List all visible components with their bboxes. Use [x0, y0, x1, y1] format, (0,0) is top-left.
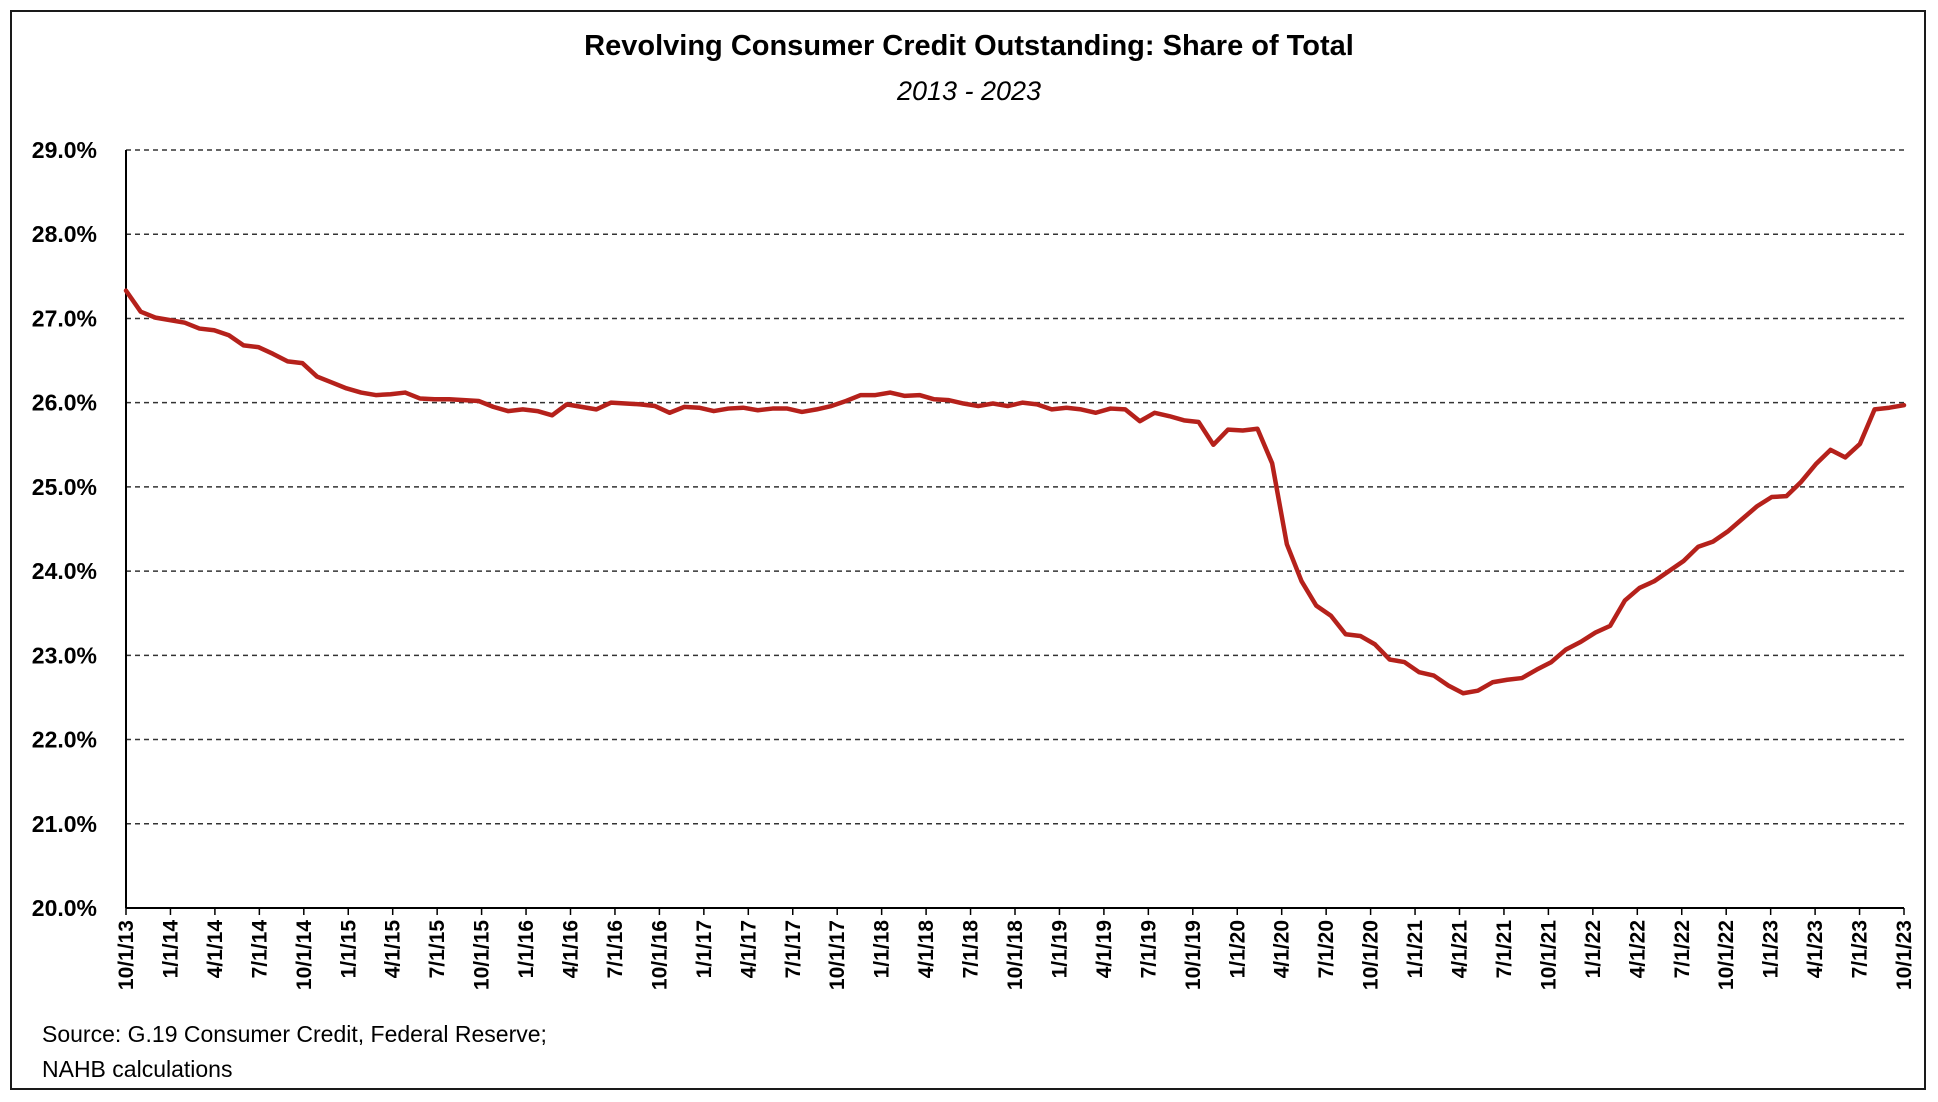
gridlines [126, 149, 1904, 825]
chart-frame [10, 10, 1926, 1090]
x-tick-label: 4/1/17 [737, 920, 760, 978]
x-tick-label: 7/1/17 [782, 920, 805, 978]
x-tick-label: 1/1/16 [515, 920, 538, 978]
x-tick-label: 1/1/15 [337, 920, 360, 979]
y-tick-label: 25.0% [32, 474, 97, 500]
x-axis-tick-labels: 10/1/13 1/1/14 4/1/14 7/1/14 10/1/14 1/1/15 4/… [115, 908, 1916, 990]
x-tick-label: 7/1/22 [1671, 920, 1694, 978]
y-tick-label: 29.0% [32, 137, 97, 163]
x-tick-label: 10/1/14 [293, 920, 316, 990]
x-tick-label: 1/1/19 [1048, 920, 1071, 978]
x-tick-label: 4/1/15 [382, 920, 405, 979]
x-tick-label: 7/1/20 [1315, 920, 1338, 978]
x-tick-label: 1/1/18 [871, 920, 894, 979]
chart-subtitle: 2013 - 2023 [896, 76, 1042, 106]
x-tick-label: 4/1/20 [1271, 920, 1294, 978]
axes [125, 150, 1904, 909]
x-tick-label: 10/1/21 [1537, 920, 1560, 990]
y-tick-label: 20.0% [32, 895, 97, 921]
x-tick-label: 4/1/21 [1449, 920, 1472, 979]
x-tick-label: 10/1/17 [826, 920, 849, 990]
y-tick-label: 26.0% [32, 390, 97, 416]
x-tick-label: 10/1/16 [648, 920, 671, 990]
y-tick-label: 22.0% [32, 727, 97, 753]
x-tick-label: 10/1/20 [1360, 920, 1383, 990]
x-tick-label: 10/1/19 [1182, 920, 1205, 990]
x-tick-label: 4/1/16 [560, 920, 583, 978]
x-tick-label: 1/1/23 [1760, 920, 1783, 978]
x-tick-label: 4/1/14 [204, 920, 227, 979]
source-note: Source: G.19 Consumer Credit, Federal Re… [42, 1017, 547, 1087]
x-tick-label: 10/1/15 [471, 920, 494, 990]
x-tick-label: 10/1/18 [1004, 920, 1027, 990]
x-tick-label: 1/1/21 [1404, 920, 1427, 979]
x-tick-label: 4/1/19 [1093, 920, 1116, 978]
x-tick-label: 7/1/19 [1137, 920, 1160, 978]
x-tick-label: 7/1/23 [1849, 920, 1872, 978]
x-tick-label: 7/1/15 [426, 920, 449, 979]
y-tick-label: 23.0% [32, 642, 97, 668]
source-line-2: NAHB calculations [42, 1056, 233, 1082]
x-tick-label: 1/1/14 [159, 920, 182, 979]
source-line-1: Source: G.19 Consumer Credit, Federal Re… [42, 1021, 547, 1047]
x-tick-label: 7/1/14 [248, 920, 271, 979]
x-tick-label: 10/1/13 [115, 920, 138, 990]
y-tick-label: 27.0% [32, 305, 97, 331]
x-tick-label: 10/1/23 [1893, 920, 1916, 990]
x-tick-label: 7/1/18 [960, 920, 983, 979]
x-tick-label: 1/1/20 [1226, 920, 1249, 978]
x-tick-label: 10/1/22 [1715, 920, 1738, 990]
x-tick-label: 1/1/17 [693, 920, 716, 978]
x-tick-label: 4/1/18 [915, 920, 938, 979]
y-axis-tick-labels: 20.0% 21.0% 22.0% 23.0% 24.0% 25.0% 26.0% 27.0%… [32, 137, 97, 921]
x-tick-label: 4/1/22 [1626, 920, 1649, 978]
series-line [123, 288, 1907, 696]
chart-title: Revolving Consumer Credit Outstanding: S… [584, 30, 1354, 62]
y-tick-label: 21.0% [32, 811, 97, 837]
x-tick-label: 7/1/16 [604, 920, 627, 978]
y-tick-label: 24.0% [32, 558, 97, 584]
x-tick-label: 7/1/21 [1493, 920, 1516, 979]
y-tick-label: 28.0% [32, 221, 97, 247]
x-tick-label: 1/1/22 [1582, 920, 1605, 978]
x-tick-label: 4/1/23 [1804, 920, 1827, 978]
